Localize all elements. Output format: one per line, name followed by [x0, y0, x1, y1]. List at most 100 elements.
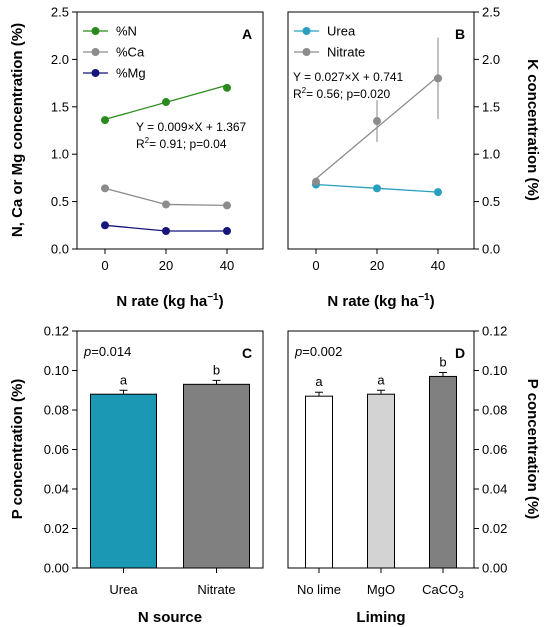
y-tick-label: 0.06 — [44, 442, 69, 457]
x-tick-label-text: Nitrate — [197, 582, 235, 597]
bar — [367, 393, 395, 569]
y-tick-label: 1.0 — [51, 147, 69, 162]
point-mg — [101, 221, 109, 230]
y-tick-label: 0.04 — [482, 482, 507, 497]
panel-b-letter: B — [455, 26, 465, 42]
y-tick-label: 0.12 — [44, 324, 69, 339]
panel-b-x-title-close: ) — [430, 293, 435, 310]
panel-d-y-title: P concentration (%) — [524, 379, 541, 520]
significance-letter: a — [120, 372, 128, 387]
panel-c-bars: ab — [90, 362, 250, 569]
point-urea — [434, 188, 442, 197]
legend-label: %N — [116, 24, 137, 39]
point-mg — [162, 226, 170, 235]
legend-label: Nitrate — [327, 45, 365, 60]
panel-a-y-axis: 0.0 0.5 1.0 1.5 2.0 2.5 — [51, 5, 77, 257]
point-nitrate — [434, 74, 442, 83]
x-tick-label-text: CaCO — [422, 582, 458, 597]
y-tick-label: 0.08 — [482, 403, 507, 418]
panel-b-y-axis: 0.0 0.5 1.0 1.5 2.0 2.5 — [474, 5, 500, 257]
significance-letter: b — [213, 362, 220, 377]
panel-b-error-bars — [315, 37, 439, 185]
panel-d-letter: D — [455, 345, 465, 361]
y-tick-label: 0.02 — [482, 521, 507, 536]
y-tick-label: 0.10 — [482, 363, 507, 378]
significance-letter: b — [439, 354, 446, 369]
panel-c-x-title: N source — [138, 609, 202, 626]
y-tick-label: 2.0 — [51, 52, 69, 67]
panel-c-x-axis: Urea Nitrate — [109, 568, 236, 597]
panel-b-x-title-sup: −1 — [418, 292, 430, 303]
panel-b-r2: R2= 0.56; p=0.020 — [293, 86, 391, 101]
legend-label: %Mg — [116, 66, 146, 81]
x-tick-label: No lime — [297, 582, 341, 597]
y-tick-label: 0.0 — [51, 242, 69, 257]
panel-a: 0.0 0.5 1.0 1.5 2.0 2.5 0 20 40 %N %Ca %Mg A Y = … — [9, 5, 264, 310]
y-tick-label: 0.0 — [482, 242, 500, 257]
panel-a-frame — [76, 11, 264, 250]
panel-d-pvalue-text: =0.002 — [302, 344, 342, 359]
y-tick-label: 0.04 — [44, 482, 69, 497]
y-tick-label: 2.5 — [51, 5, 69, 20]
y-tick-label: 1.5 — [51, 99, 69, 114]
bar — [429, 375, 457, 569]
x-tick-label: 40 — [431, 258, 445, 273]
panel-b-series — [312, 74, 442, 197]
panel-b: 0.0 0.5 1.0 1.5 2.0 2.5 0 20 40 Urea Nitrate B Y… — [287, 5, 541, 310]
y-tick-label: 0.5 — [51, 194, 69, 209]
x-tick-label: MgO — [367, 582, 395, 597]
panel-b-y-title: K concentration (%) — [524, 59, 541, 201]
bar — [183, 383, 250, 569]
panel-c: 0.000.020.040.060.080.100.12 ab Urea Nitr… — [9, 324, 264, 626]
x-tick-label-text: No lime — [297, 582, 341, 597]
panel-c-pvalue-text: =0.014 — [91, 344, 131, 359]
panel-c-pvalue: p=0.014 — [83, 344, 131, 359]
panel-a-x-title-close: ) — [219, 293, 224, 310]
legend-marker — [91, 27, 100, 35]
y-tick-label: 2.0 — [482, 52, 500, 67]
y-tick-label: 0.10 — [44, 363, 69, 378]
y-tick-label: 0.08 — [44, 403, 69, 418]
x-tick-label: 20 — [370, 258, 384, 273]
legend-marker — [302, 27, 311, 35]
x-tick-label-text: MgO — [367, 582, 395, 597]
panel-d-x-title: Liming — [356, 609, 405, 626]
panel-d-pvalue-p: p — [294, 344, 302, 359]
point-n — [223, 83, 231, 92]
legend-marker — [91, 69, 100, 77]
point-nitrate — [312, 177, 320, 186]
panel-a-x-title-sup: −1 — [207, 292, 219, 303]
y-tick-label: 1.5 — [482, 99, 500, 114]
y-tick-label: 0.12 — [482, 324, 507, 339]
panel-d-x-axis: No lime MgO CaCO3 — [297, 568, 464, 601]
point-ca — [223, 201, 231, 210]
panel-b-r2-text: = 0.56; p=0.020 — [306, 87, 390, 101]
point-n — [162, 98, 170, 107]
point-urea — [373, 184, 381, 193]
significance-letter: a — [377, 372, 385, 387]
panel-c-y-axis: 0.00 0.02 0.04 0.06 0.08 0.10 0.12 — [44, 324, 77, 576]
x-tick-label: 20 — [159, 258, 173, 273]
point-n — [101, 116, 109, 125]
panel-d-bars: a a b — [305, 354, 457, 569]
y-tick-label: 0.02 — [44, 521, 69, 536]
panel-b-x-title-main: N rate (kg ha — [327, 293, 419, 310]
panel-b-r2-sup: 2 — [302, 86, 307, 95]
point-ca — [101, 184, 109, 193]
bar — [90, 393, 157, 569]
panel-c-y-title: P concentration (%) — [9, 379, 26, 520]
legend-marker — [302, 48, 311, 56]
y-tick-label: 0.5 — [482, 194, 500, 209]
point-mg — [223, 226, 231, 235]
x-tick-label: CaCO3 — [422, 582, 464, 601]
x-tick-label: 0 — [312, 258, 319, 273]
panel-a-x-axis: 0 20 40 — [101, 249, 234, 273]
y-tick-label: 2.5 — [482, 5, 500, 20]
y-tick-label: 0.00 — [482, 561, 507, 576]
panel-a-equation: Y = 0.009×X + 1.367 — [136, 120, 247, 134]
legend-label: %Ca — [116, 45, 145, 60]
legend-label: Urea — [327, 24, 356, 39]
panel-d-pvalue: p=0.002 — [294, 344, 342, 359]
point-nitrate — [373, 117, 381, 126]
